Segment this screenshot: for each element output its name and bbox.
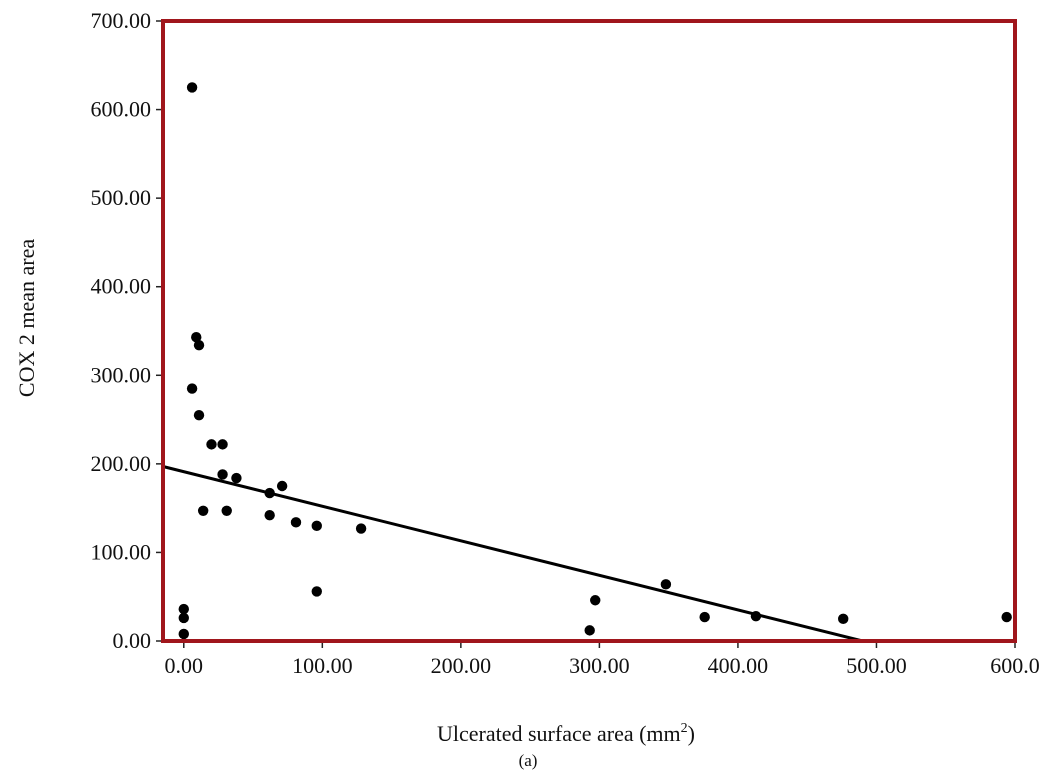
data-point [699, 611, 710, 623]
data-point [276, 480, 288, 492]
data-point [193, 339, 205, 351]
x-axis-ticks: 0.00 100.00 200.00 300.00 400.00 500.00 600.0 [165, 641, 1040, 678]
y-tick-label: 700.00 [91, 8, 152, 33]
data-point [221, 505, 232, 516]
y-tick-label: 600.00 [91, 97, 152, 122]
data-point [290, 517, 302, 528]
y-axis-title: COX 2 mean area [14, 239, 39, 397]
figure-caption: (a) [519, 751, 538, 770]
data-point [178, 612, 189, 624]
y-tick-label: 0.00 [113, 628, 152, 653]
data-point [178, 603, 189, 615]
x-tick-label: 0.00 [165, 653, 204, 678]
data-point [584, 625, 595, 636]
x-tick-label: 300.00 [569, 653, 630, 678]
data-point [311, 586, 322, 597]
y-tick-label: 300.00 [91, 362, 152, 387]
y-tick-label: 100.00 [91, 539, 152, 564]
data-point [217, 469, 228, 480]
data-point [660, 579, 672, 590]
data-point [193, 409, 205, 421]
y-tick-label: 200.00 [91, 451, 152, 476]
regression-line-layer [162, 465, 863, 643]
x-tick-label: 600.0 [990, 653, 1040, 678]
data-point [590, 595, 601, 606]
data-point [178, 628, 189, 640]
x-tick-label: 100.00 [292, 653, 353, 678]
data-point [186, 82, 198, 93]
y-tick-label: 400.00 [91, 274, 152, 299]
data-points-layer [178, 82, 1012, 640]
data-point [217, 439, 228, 450]
regression-line [162, 465, 863, 643]
y-axis-ticks: 0.00 100.00 200.00 300.00 400.00 500.00 600.00… [91, 8, 163, 653]
data-point [197, 505, 209, 516]
data-point [186, 383, 198, 394]
plot-frame [161, 19, 1017, 643]
x-axis-title: Ulcerated surface area (mm2) [437, 721, 695, 746]
data-point [355, 523, 367, 534]
data-point [191, 332, 202, 343]
data-point [264, 487, 275, 499]
data-point [206, 439, 217, 450]
data-point [838, 613, 849, 625]
data-point [264, 510, 275, 521]
data-point [231, 472, 242, 484]
data-point [311, 520, 322, 532]
data-point [1001, 611, 1012, 623]
x-tick-label: 500.00 [846, 653, 907, 678]
x-tick-label: 400.00 [708, 653, 769, 678]
data-point [750, 611, 762, 622]
x-axis-title-superscript: 2 [681, 721, 688, 736]
x-axis-title-close: ) [688, 721, 695, 746]
y-tick-label: 500.00 [91, 185, 152, 210]
x-tick-label: 200.00 [431, 653, 492, 678]
x-axis-title-main: Ulcerated surface area (mm [437, 721, 681, 746]
